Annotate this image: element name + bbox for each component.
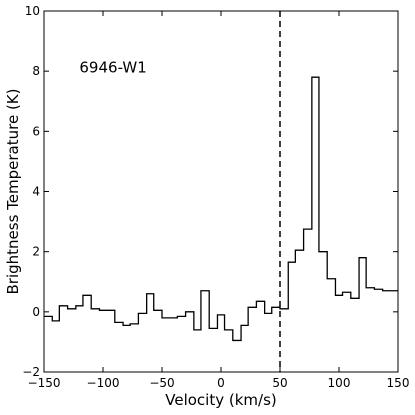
x-tick-label: 0 [217,376,225,390]
x-tick-label: 50 [272,376,287,390]
series-layer [44,76,398,342]
y-tick-label: 8 [32,64,40,78]
y-tick-label: 10 [25,4,40,18]
ticks-layer: −150 −100 −50 0 50 100 150 −2 0 2 4 6 8 10 [22,4,409,390]
y-tick-label: 2 [32,245,40,259]
x-tick-label: −50 [149,376,174,390]
y-tick-label: 6 [32,124,40,138]
x-tick-label: 100 [328,376,351,390]
y-tick-label: 4 [32,185,40,199]
x-tick-label: −150 [28,376,61,390]
x-tick-label: −100 [87,376,120,390]
y-tick-label: −2 [22,365,40,379]
spectrum-step-line [44,76,398,342]
x-tick-label: 150 [387,376,410,390]
y-axis-label: Brightness Temperature (K) [4,89,22,295]
panel-annotation: 6946-W1 [79,59,146,77]
x-axis-label: Velocity (km/s) [165,391,276,409]
y-tick-label: 0 [32,305,40,319]
